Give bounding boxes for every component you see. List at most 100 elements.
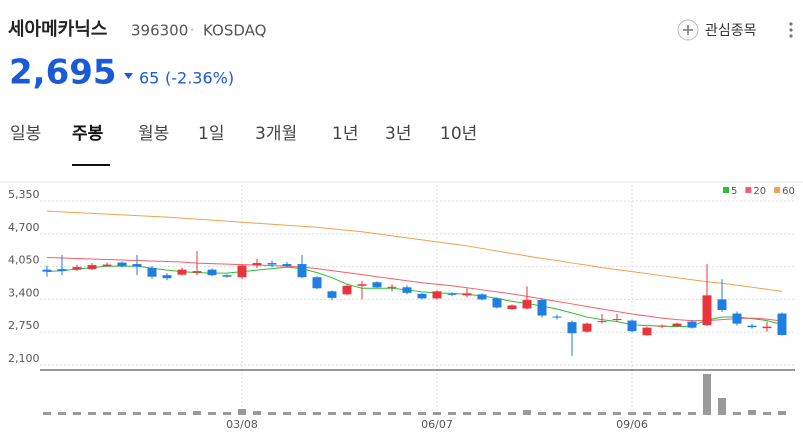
- candle-body: [252, 263, 262, 266]
- candle-body: [117, 262, 127, 267]
- volume-bar: [283, 412, 291, 415]
- volume-bar: [328, 412, 336, 415]
- candle-body: [447, 293, 457, 295]
- volume-bar: [343, 412, 351, 415]
- tab[interactable]: 1일: [198, 124, 224, 144]
- tab[interactable]: 3년: [385, 124, 411, 144]
- volume-bar: [448, 412, 456, 415]
- volume-bar: [433, 412, 441, 415]
- plus-icon: [683, 25, 693, 35]
- tab[interactable]: 10년: [440, 124, 477, 144]
- volume-bar: [43, 412, 51, 415]
- down-arrow: [124, 73, 133, 79]
- candle-body: [522, 299, 532, 309]
- volume-bar: [688, 412, 696, 415]
- volume-bar: [703, 374, 711, 415]
- dot: [789, 22, 793, 26]
- volume-bar: [658, 412, 666, 415]
- candle-body: [492, 298, 502, 308]
- tab[interactable]: 1년: [332, 124, 358, 144]
- legend-swatch: [723, 187, 729, 193]
- volume-bar: [223, 412, 231, 415]
- volume-bar: [193, 411, 201, 415]
- candle-body: [747, 325, 757, 328]
- volume-bar: [763, 412, 771, 415]
- candle-body: [702, 295, 712, 326]
- more-menu[interactable]: [789, 22, 793, 38]
- market: KOSDAQ: [203, 22, 266, 40]
- candle-body: [687, 321, 697, 328]
- candle-body: [42, 269, 52, 272]
- dot: [789, 34, 793, 38]
- x-tick-label: 06/07: [421, 418, 453, 431]
- volume-bar: [403, 412, 411, 415]
- watch-button[interactable]: 관심종목: [677, 19, 757, 41]
- volume-bar: [268, 412, 276, 415]
- candle-body: [87, 265, 97, 270]
- volume-bar: [148, 412, 156, 415]
- dot: [789, 28, 793, 32]
- volume-bar: [568, 412, 576, 415]
- candle-body: [762, 326, 772, 329]
- volume-bar: [508, 412, 516, 415]
- stock-code: 396300: [131, 22, 188, 40]
- y-tick-label: 2,750: [8, 319, 40, 332]
- candle-body: [507, 305, 517, 309]
- candle-body: [297, 264, 307, 278]
- volume-bar: [613, 412, 621, 415]
- candle-body: [267, 263, 277, 265]
- candle-body: [72, 267, 82, 270]
- legend-label: 60: [782, 186, 795, 197]
- candle-body: [432, 291, 442, 299]
- volume-bar: [628, 412, 636, 415]
- tab[interactable]: 주봉: [72, 124, 104, 144]
- candle-body: [357, 284, 367, 286]
- x-tick-label: 03/08: [226, 418, 258, 431]
- volume-bar: [463, 412, 471, 415]
- candle-body: [192, 271, 202, 273]
- tab[interactable]: 일봉: [10, 124, 41, 144]
- tab[interactable]: 3개월: [255, 124, 297, 144]
- chart: 2,100 2,750 3,400 4,050 4,700 5,350 03/08 06/07…: [8, 185, 795, 431]
- tab[interactable]: 월봉: [138, 124, 169, 144]
- candle-body: [222, 275, 232, 277]
- volume-bar: [733, 412, 741, 415]
- candle-body: [282, 264, 292, 267]
- volume-bar: [643, 412, 651, 415]
- candle-body: [732, 313, 742, 324]
- candle-body: [552, 316, 562, 318]
- volume-bar: [583, 412, 591, 415]
- volume-bar: [58, 412, 66, 415]
- volume-bar: [313, 412, 321, 415]
- y-tick-label: 5,350: [8, 188, 40, 201]
- volume-bar: [523, 410, 531, 415]
- volume-bar: [553, 412, 561, 415]
- candle-body: [372, 282, 382, 288]
- candle-body: [57, 269, 67, 272]
- volume-bar: [298, 412, 306, 415]
- volume-bar: [358, 412, 366, 415]
- candle-body: [312, 277, 322, 289]
- x-tick-label: 09/06: [616, 418, 648, 431]
- separator: ·: [190, 24, 194, 39]
- y-tick-label: 4,700: [8, 221, 40, 234]
- change-pct: (-2.36%): [165, 69, 234, 88]
- volume-bar: [493, 412, 501, 415]
- candle-body: [582, 323, 592, 332]
- volume-bar: [373, 412, 381, 415]
- volume-bar: [118, 412, 126, 415]
- volume-bar: [673, 412, 681, 415]
- candle-body: [597, 321, 607, 323]
- candle-body: [342, 285, 352, 295]
- candle-body: [327, 291, 337, 298]
- candle-body: [477, 294, 487, 300]
- volume-bar: [478, 412, 486, 415]
- volume-bar: [418, 412, 426, 415]
- volume-bar: [163, 412, 171, 415]
- moving-average-line: [46, 265, 783, 328]
- candle-body: [612, 319, 622, 321]
- volume-bar: [538, 412, 546, 415]
- plus-circle: [677, 19, 699, 41]
- stock-name: 세아메카닉스: [8, 19, 107, 40]
